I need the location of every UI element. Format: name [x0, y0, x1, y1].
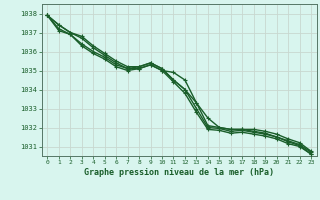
X-axis label: Graphe pression niveau de la mer (hPa): Graphe pression niveau de la mer (hPa): [84, 168, 274, 177]
